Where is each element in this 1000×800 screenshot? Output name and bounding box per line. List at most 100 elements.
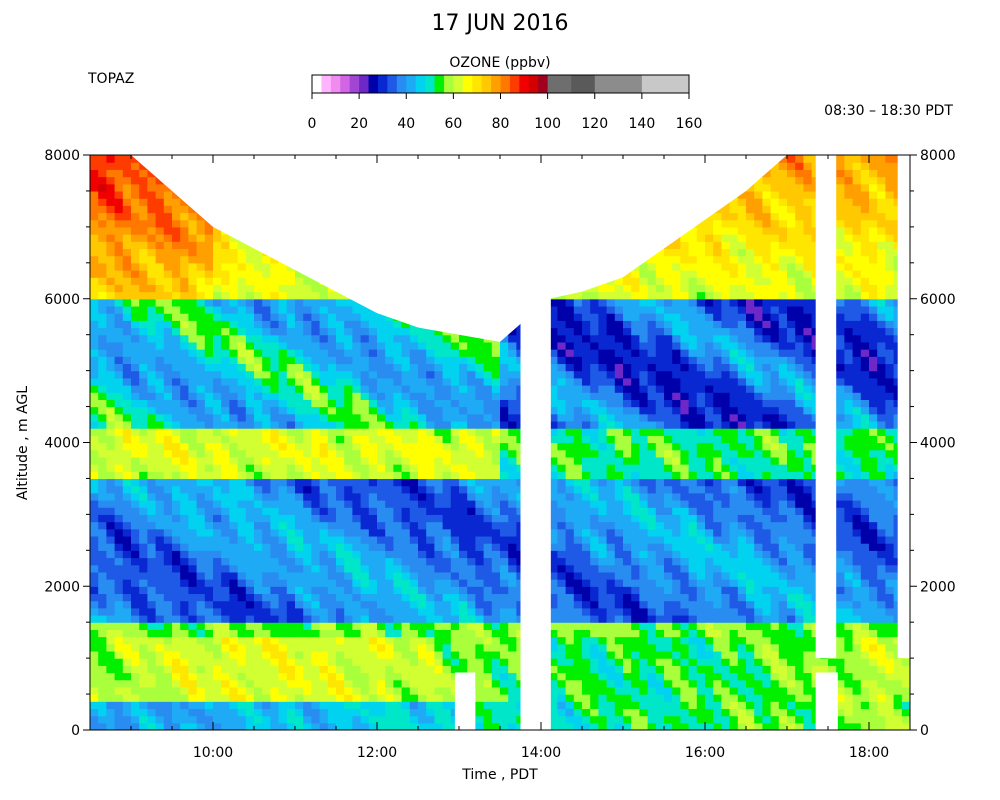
heatmap-cell [270, 550, 280, 559]
heatmap-cell [401, 579, 411, 587]
heatmap-cell [188, 485, 198, 494]
heatmap-cell [557, 478, 567, 487]
heatmap-cell [229, 650, 239, 659]
heatmap-cell [327, 492, 337, 501]
heatmap-cell [475, 579, 485, 587]
heatmap-cell [475, 694, 485, 702]
heatmap-cell [311, 464, 321, 472]
heatmap-cell [139, 234, 148, 242]
heatmap-cell [573, 643, 583, 652]
heatmap-cell [245, 305, 255, 314]
heatmap-cell [155, 571, 165, 580]
heatmap-cell [491, 593, 501, 602]
heatmap-cell [418, 514, 427, 523]
heatmap-cell [278, 406, 288, 415]
heatmap-cell [368, 442, 378, 451]
heatmap-cell [442, 600, 452, 609]
heatmap-cell [188, 320, 198, 329]
heatmap-cell [303, 535, 312, 544]
heatmap-cell [213, 550, 222, 559]
heatmap-cell [295, 686, 304, 695]
heatmap-cell [196, 550, 206, 559]
heatmap-cell [90, 521, 99, 530]
heatmap-cell [590, 672, 599, 681]
heatmap-cell [278, 284, 288, 293]
heatmap-cell [319, 607, 329, 616]
heatmap-cell [385, 428, 394, 436]
heatmap-cell [475, 471, 485, 480]
heatmap-cell [508, 607, 517, 616]
heatmap-cell [352, 471, 362, 480]
heatmap-cell [565, 550, 575, 559]
heatmap-cell [582, 600, 591, 609]
heatmap-cell [418, 679, 427, 688]
heatmap-cell [213, 270, 222, 278]
heatmap-cell [237, 607, 247, 616]
heatmap-cell [565, 679, 575, 688]
heatmap-cell [418, 579, 427, 587]
heatmap-cell [90, 442, 99, 451]
heatmap-cell [278, 320, 288, 329]
heatmap-cell [459, 636, 468, 645]
heatmap-cell [139, 277, 148, 285]
heatmap-cell [221, 356, 230, 365]
heatmap-cell [90, 198, 99, 206]
heatmap-cell [155, 708, 165, 717]
heatmap-cell [368, 349, 378, 357]
heatmap-cell [401, 643, 411, 652]
heatmap-cell [106, 349, 116, 357]
heatmap-cell [475, 571, 485, 580]
heatmap-cell [180, 464, 189, 472]
heatmap-cell [409, 615, 419, 623]
heatmap-cell [582, 456, 591, 465]
heatmap-cell [475, 679, 485, 688]
heatmap-cell [147, 650, 157, 659]
heatmap-cell [418, 550, 427, 559]
heatmap-cell [573, 636, 583, 645]
heatmap-cell [131, 550, 140, 559]
heatmap-cell [418, 650, 427, 659]
heatmap-cell [426, 507, 435, 515]
heatmap-cell [303, 377, 312, 386]
heatmap-cell [106, 579, 116, 587]
heatmap-cell [344, 722, 353, 730]
heatmap-cell [311, 349, 321, 357]
heatmap-cell [393, 586, 403, 595]
heatmap-cell [434, 579, 444, 587]
heatmap-cell [467, 650, 476, 659]
heatmap-cell [295, 665, 304, 674]
heatmap-cell [426, 586, 435, 595]
heatmap-cell [163, 564, 173, 573]
heatmap-cell [229, 313, 239, 321]
heatmap-cell [409, 485, 419, 494]
heatmap-cell [221, 708, 230, 717]
colorbar-bin [618, 75, 643, 93]
heatmap-cell [311, 341, 321, 350]
heatmap-cell [237, 571, 247, 580]
heatmap-cell [500, 535, 509, 544]
heatmap-cell [196, 320, 206, 329]
heatmap-cell [434, 464, 444, 472]
heatmap-cell [237, 521, 247, 530]
heatmap-cell [131, 471, 140, 480]
heatmap-cell [139, 255, 148, 264]
heatmap-cell [459, 528, 468, 537]
heatmap-cell [442, 435, 452, 444]
heatmap-cell [319, 334, 329, 343]
heatmap-cell [262, 586, 271, 595]
heatmap-cell [295, 694, 304, 702]
heatmap-cell [122, 327, 132, 336]
heatmap-cell [196, 255, 206, 264]
heatmap-cell [221, 492, 230, 501]
heatmap-cell [229, 385, 239, 393]
heatmap-cell [303, 341, 312, 350]
heatmap-cell [483, 650, 493, 659]
heatmap-cell [262, 356, 271, 365]
heatmap-cell [122, 198, 132, 206]
heatmap-cell [278, 442, 288, 451]
heatmap-cell [114, 327, 124, 336]
heatmap-cell [409, 327, 419, 336]
heatmap-cell [139, 629, 148, 638]
heatmap-cell [344, 464, 353, 472]
heatmap-cell [582, 636, 591, 645]
